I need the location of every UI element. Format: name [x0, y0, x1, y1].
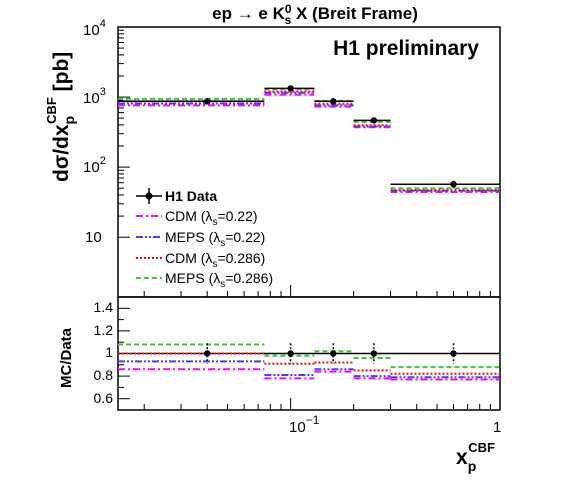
- ratio-y-tick-label-06: 0.6: [94, 390, 114, 406]
- ratio-axis-ticks: [118, 296, 501, 411]
- data-point-4: [370, 350, 378, 357]
- series-meps-s-0-22: [118, 360, 500, 379]
- x-tick-label-1: 1: [493, 419, 501, 436]
- series-h1-data: [204, 343, 457, 364]
- series-cdm-s-0-286: [118, 352, 500, 375]
- legend-entry-cdm-0286: CDM (λs=0.286): [136, 250, 265, 270]
- data-point-2: [287, 350, 294, 357]
- chart-title: ep → e K0 s X (Breit Frame): [212, 2, 418, 27]
- data-point-3: [330, 350, 337, 357]
- ratio-y-axis-label: MC/Data: [58, 327, 75, 388]
- series-meps-s-0-22: [118, 91, 500, 192]
- legend-label-cdm-022: CDM (λs=0.22): [165, 208, 258, 228]
- data-point-2: [287, 85, 294, 92]
- legend-entry-h1-data: H1 Data: [136, 188, 217, 204]
- ratio-y-tick-label-14: 1.4: [94, 299, 114, 315]
- y-tick-label-10: 10: [85, 229, 102, 246]
- legend-entry-meps-022: MEPS (λs=0.22): [136, 229, 265, 249]
- y-tick-label-1000: 103: [83, 86, 106, 107]
- h1-preliminary-label: H1 preliminary: [333, 37, 479, 60]
- legend-label-h1-data: H1 Data: [165, 188, 217, 204]
- series-cdm-s-0-286: [118, 90, 500, 192]
- data-point-5: [450, 350, 457, 357]
- ratio-y-tick-label-12: 1.2: [94, 322, 114, 338]
- legend-label-meps-022: MEPS (λs=0.22): [165, 229, 265, 249]
- legend-entry-meps-0286: MEPS (λs=0.286): [136, 270, 273, 290]
- ratio-y-tick-label-08: 0.8: [94, 367, 114, 383]
- x-tick-label-0.1: 10−1: [289, 413, 320, 436]
- main-plot-marks: [118, 85, 500, 194]
- data-point-1: [204, 350, 211, 357]
- main-y-axis-label: dσ/dxpCBF [pb]: [44, 52, 77, 182]
- series-cdm-s-0-22: [118, 93, 500, 194]
- legend-label-meps-0286: MEPS (λs=0.286): [165, 270, 273, 290]
- series-cdm-s-0-22: [118, 368, 500, 381]
- data-point-4: [370, 117, 378, 124]
- legend-label-cdm-0286: CDM (λs=0.286): [165, 250, 265, 270]
- data-point-3: [330, 98, 337, 105]
- main-axis-ticks: [118, 26, 501, 297]
- series-h1-data: [118, 85, 500, 189]
- data-point-5: [450, 181, 457, 188]
- x-axis-label: xpCBF: [456, 440, 495, 474]
- ratio-y-tick-label-1: 1: [105, 344, 113, 360]
- legend-entry-cdm-022: CDM (λs=0.22): [136, 208, 258, 228]
- y-tick-label-10000: 104: [83, 18, 106, 39]
- data-point-1: [204, 98, 211, 105]
- ratio-plot-marks: [118, 343, 500, 381]
- y-tick-label-100: 102: [83, 155, 106, 176]
- legend: H1 Data CDM (λs=0.22) MEPS (λs=0.22) CDM…: [136, 188, 273, 290]
